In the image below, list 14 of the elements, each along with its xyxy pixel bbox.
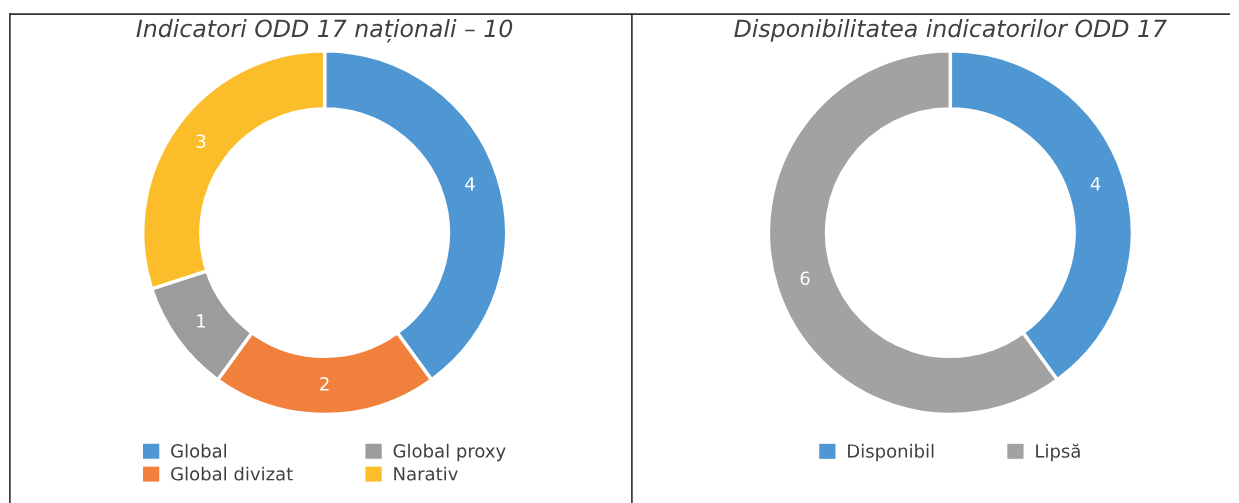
data-label: 3 xyxy=(196,134,206,149)
chart-title: Indicatori ODD 17 naționali – 10 xyxy=(136,19,513,43)
legend-label: Disponibil xyxy=(848,443,934,462)
legend-label: Narativ xyxy=(394,466,458,481)
data-label: 4 xyxy=(465,177,475,191)
chart-title: Disponibilitatea indicatorilor ODD 17 xyxy=(734,19,1167,42)
data-label: 6 xyxy=(800,271,810,286)
data-label: 1 xyxy=(197,314,206,328)
data-label: 4 xyxy=(1090,177,1101,191)
legend-label: Global proxy xyxy=(393,443,506,462)
data-label: 2 xyxy=(320,377,329,391)
legend-label: Lipsă xyxy=(1036,443,1080,462)
legend-label: Global divizat xyxy=(171,466,293,481)
legend-label: Global xyxy=(171,443,227,458)
